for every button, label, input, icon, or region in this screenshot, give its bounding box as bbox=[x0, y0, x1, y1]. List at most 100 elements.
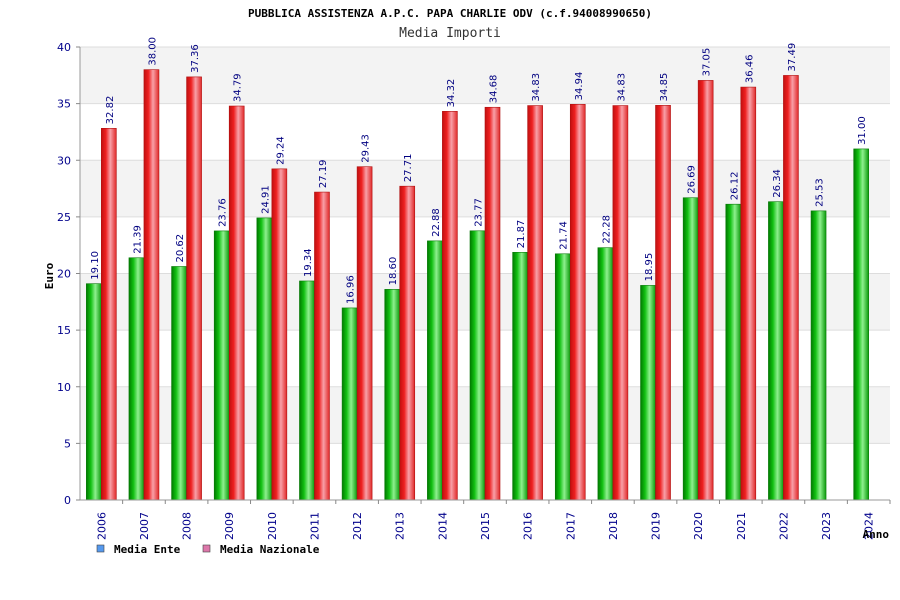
x-tick-label: 2024 bbox=[863, 512, 876, 540]
y-tick-label: 35 bbox=[57, 98, 71, 111]
y-axis-label: Euro bbox=[43, 262, 56, 289]
x-tick-label: 2021 bbox=[735, 512, 748, 540]
x-tick-label: 2006 bbox=[95, 512, 108, 540]
bar-media-ente bbox=[256, 217, 273, 501]
bar-media-ente bbox=[128, 257, 145, 501]
x-tick-label: 2017 bbox=[564, 512, 577, 540]
data-label: 38.00 bbox=[147, 37, 158, 66]
data-label: 21.87 bbox=[516, 220, 527, 249]
x-tick-label: 2007 bbox=[138, 512, 151, 540]
data-labels: 19.10 32.82 21.39 38.00 20.62 37.36 23.76 34.79… bbox=[90, 37, 868, 304]
data-label: 31.00 bbox=[857, 116, 868, 145]
y-tick-label: 15 bbox=[57, 324, 71, 337]
y-tick-label: 5 bbox=[64, 437, 71, 450]
bar-media-nazionale bbox=[612, 105, 629, 501]
data-label: 37.49 bbox=[787, 43, 798, 72]
data-label: 26.69 bbox=[687, 165, 698, 194]
x-tick-label: 2013 bbox=[394, 512, 407, 540]
x-tick-label: 2008 bbox=[181, 512, 194, 540]
bar-media-nazionale bbox=[527, 105, 543, 501]
data-label: 21.74 bbox=[559, 221, 570, 250]
data-label: 18.60 bbox=[388, 257, 399, 286]
bar-media-ente bbox=[682, 197, 699, 501]
bar-media-nazionale bbox=[697, 80, 714, 501]
y-tick-label: 0 bbox=[64, 494, 71, 507]
data-label: 23.77 bbox=[474, 198, 485, 227]
data-label: 32.82 bbox=[105, 96, 116, 125]
x-tick-label: 2023 bbox=[820, 512, 833, 540]
data-label: 34.68 bbox=[489, 75, 500, 104]
data-label: 37.36 bbox=[190, 44, 201, 73]
x-tick-label: 2011 bbox=[308, 512, 321, 540]
data-label: 22.28 bbox=[601, 215, 612, 244]
bar-media-nazionale bbox=[569, 104, 586, 501]
bar-media-ente bbox=[768, 201, 784, 501]
data-label: 29.24 bbox=[275, 136, 286, 165]
bar-media-ente bbox=[469, 230, 486, 501]
data-label: 20.62 bbox=[175, 234, 186, 263]
data-label: 25.53 bbox=[815, 178, 826, 207]
bar-media-ente bbox=[213, 230, 230, 501]
data-label: 19.10 bbox=[90, 251, 101, 280]
bar-media-nazionale bbox=[228, 105, 245, 501]
data-label: 29.43 bbox=[361, 134, 372, 163]
bar-media-nazionale bbox=[271, 168, 288, 501]
data-label: 37.05 bbox=[702, 48, 713, 77]
bar-media-ente bbox=[384, 289, 401, 501]
bar-media-nazionale bbox=[143, 69, 160, 501]
bar-media-nazionale bbox=[484, 106, 501, 501]
bar-media-nazionale bbox=[740, 86, 757, 501]
legend: Media Ente Media Nazionale bbox=[96, 543, 320, 556]
data-label: 19.34 bbox=[303, 248, 314, 277]
y-tick-label: 30 bbox=[57, 154, 71, 167]
x-tick-label: 2010 bbox=[266, 512, 279, 540]
y-tick-label: 10 bbox=[57, 381, 71, 394]
y-tick-label: 40 bbox=[57, 41, 71, 54]
data-label: 16.96 bbox=[346, 275, 357, 304]
x-axis-label: Anno bbox=[863, 528, 890, 541]
bar-media-nazionale bbox=[101, 128, 117, 501]
data-label: 27.71 bbox=[403, 154, 414, 183]
chart-title: PUBBLICA ASSISTENZA A.P.C. PAPA CHARLIE … bbox=[248, 7, 652, 20]
bar-media-nazionale bbox=[186, 76, 202, 501]
data-label: 36.46 bbox=[744, 54, 755, 83]
x-tick-label: 2015 bbox=[479, 512, 492, 540]
y-ticks: 0 5 10 15 20 25 30 35 40 bbox=[57, 41, 80, 507]
bar-media-ente bbox=[597, 247, 614, 501]
x-tick-label: 2009 bbox=[223, 512, 236, 540]
bar-media-nazionale bbox=[442, 111, 458, 501]
data-label: 18.95 bbox=[644, 253, 655, 282]
bar-media-ente bbox=[341, 307, 358, 501]
bar-media-ente bbox=[725, 203, 742, 501]
bar-media-nazionale bbox=[314, 191, 330, 501]
bar-media-ente bbox=[853, 148, 869, 501]
data-label: 24.91 bbox=[260, 185, 271, 214]
bar-media-nazionale bbox=[783, 75, 799, 501]
x-tick-label: 2018 bbox=[607, 512, 620, 540]
x-tick-label: 2016 bbox=[522, 512, 535, 540]
bar-media-ente bbox=[640, 285, 656, 501]
x-tick-label: 2022 bbox=[777, 512, 790, 540]
bar-media-ente bbox=[299, 280, 315, 501]
bar-media-nazionale bbox=[356, 166, 373, 501]
data-label: 23.76 bbox=[218, 198, 229, 227]
x-tick-label: 2014 bbox=[436, 512, 449, 540]
bar-media-nazionale bbox=[399, 185, 416, 501]
bar-media-ente bbox=[171, 266, 187, 501]
bar-media-ente bbox=[427, 240, 443, 501]
bar-media-nazionale bbox=[655, 105, 671, 501]
data-label: 34.32 bbox=[446, 79, 457, 108]
data-label: 26.12 bbox=[729, 172, 740, 201]
legend-label-media-nazionale: Media Nazionale bbox=[220, 543, 320, 556]
legend-swatch-media-ente bbox=[96, 544, 105, 553]
data-label: 27.19 bbox=[318, 159, 329, 188]
x-ticks: 2006 2007 2008 2009 2010 2011 2012 2013 2014 2015… bbox=[95, 500, 891, 540]
bars bbox=[86, 69, 869, 501]
legend-swatch-media-nazionale bbox=[202, 544, 211, 553]
data-label: 34.83 bbox=[531, 73, 542, 102]
data-label: 34.83 bbox=[616, 73, 627, 102]
y-tick-label: 25 bbox=[57, 211, 71, 224]
data-label: 21.39 bbox=[132, 225, 143, 254]
bar-media-ente bbox=[554, 253, 571, 501]
